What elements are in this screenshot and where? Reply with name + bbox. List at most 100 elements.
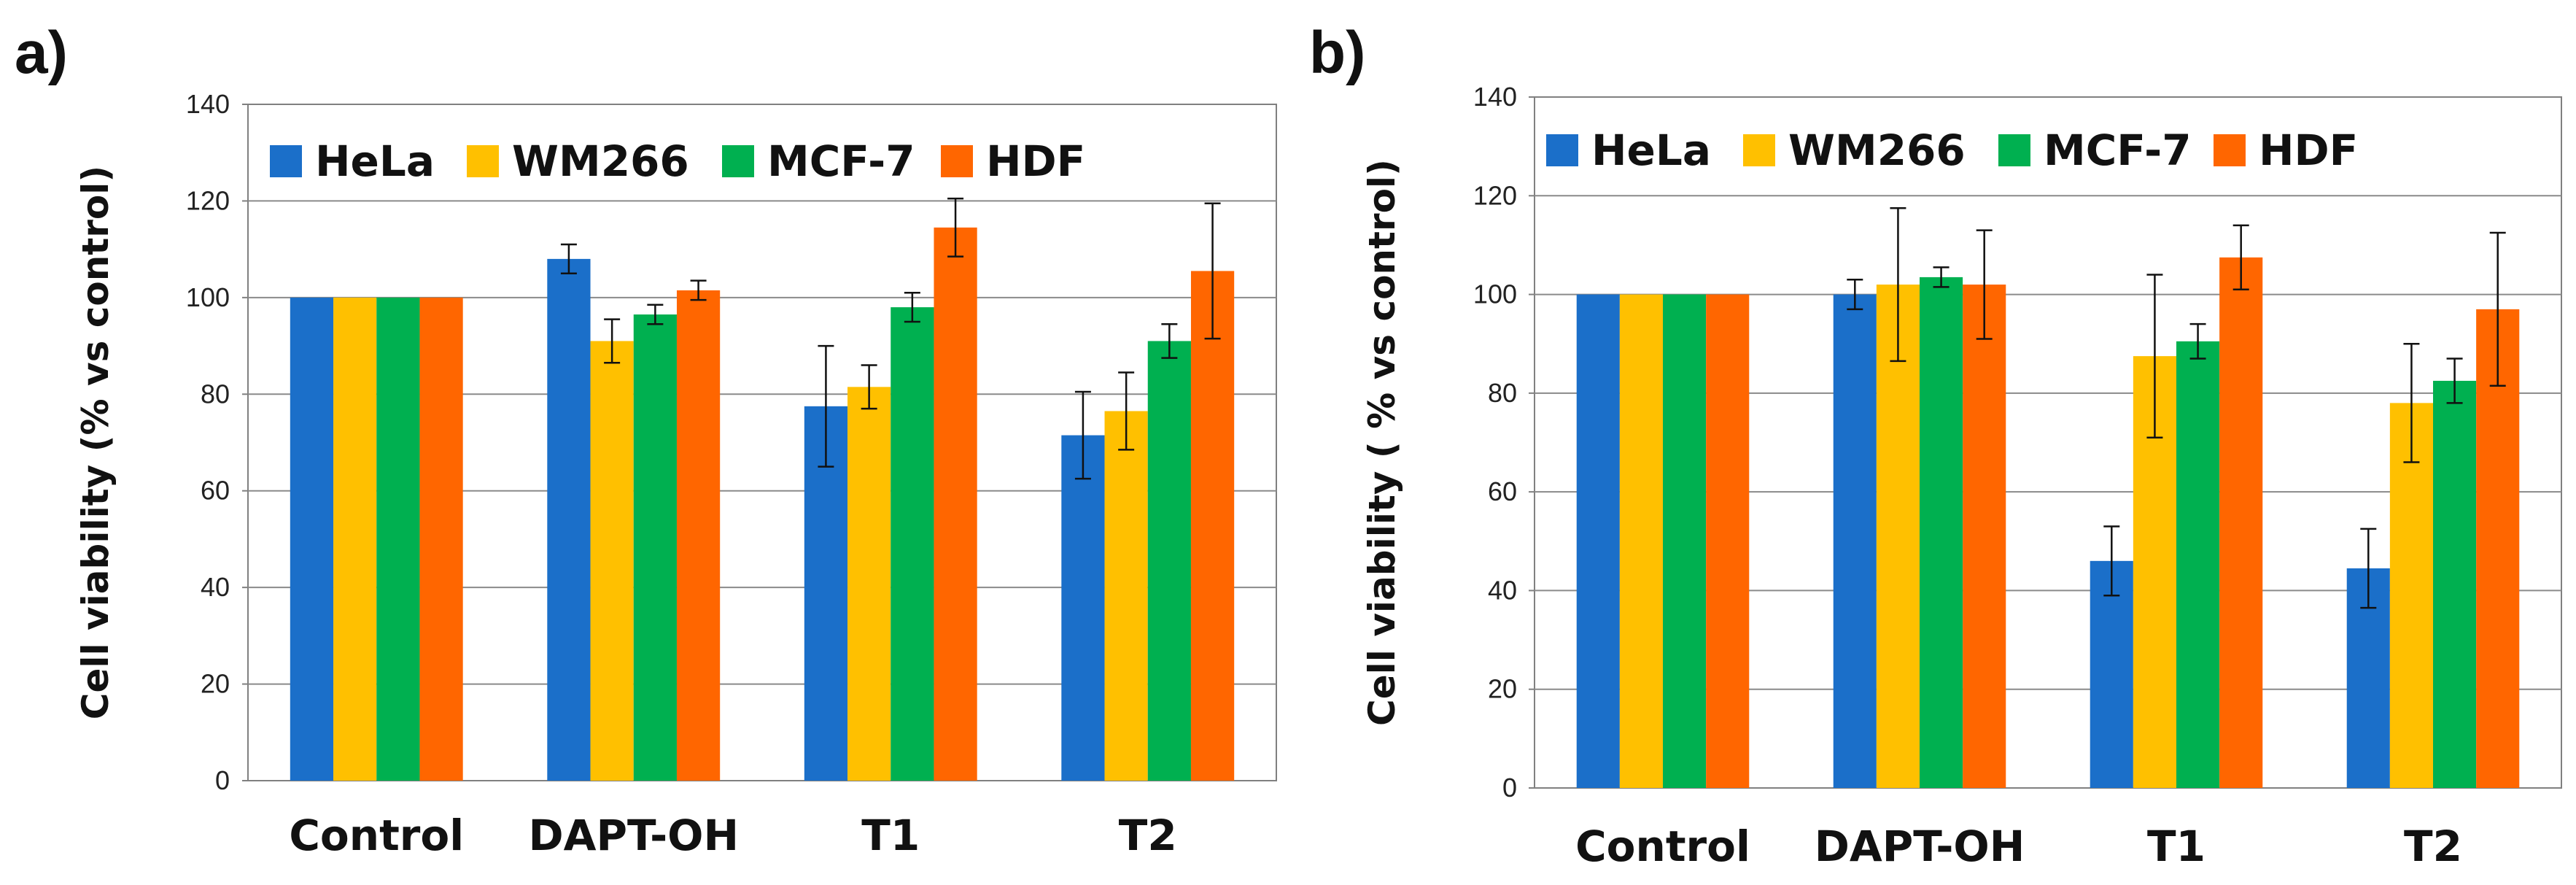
bar-hela-dapt-oh	[547, 258, 591, 781]
y-tick-label: 40	[1488, 575, 1517, 605]
legend-label: MCF-7	[2044, 125, 2192, 175]
legend-swatch	[467, 145, 499, 177]
error-bar	[2360, 527, 2377, 609]
legend-item-hdf: HDF	[941, 136, 1085, 186]
chart-panel-b: b) 0 20 40 60 80 100 120 140 Control DAPT-OH T1 T2 C…	[1309, 20, 2562, 871]
y-tick-label: 20	[201, 669, 230, 699]
legend-item-wm266: WM266	[467, 136, 689, 186]
y-axis-label: Cell viability (% vs control)	[74, 166, 117, 719]
error-bar	[861, 364, 877, 410]
legend-label: WM266	[512, 136, 689, 186]
error-bar	[690, 279, 707, 301]
legend-swatch	[2214, 134, 2246, 166]
error-bar	[1074, 390, 1091, 480]
error-bar	[1847, 279, 1863, 311]
error-bar	[2403, 342, 2420, 463]
error-bar	[2446, 358, 2463, 404]
bar-wm266-control	[1619, 294, 1663, 789]
legend-swatch	[1546, 134, 1578, 166]
x-category-label: T1	[861, 811, 920, 860]
bar-hela-t1	[804, 406, 848, 781]
error-bar	[818, 344, 834, 468]
y-tick-label: 100	[186, 282, 230, 312]
bar-wm266-dapt-oh	[1876, 285, 1920, 788]
error-bar	[1976, 229, 1993, 340]
panel-label-a: a)	[15, 20, 68, 86]
bar-wm266-t2	[1104, 411, 1148, 781]
legend-item-hela: HeLa	[1546, 125, 1711, 175]
bar-mcf-7-t1	[2176, 341, 2220, 788]
x-category-label: DAPT-OH	[1815, 822, 2025, 871]
legend-item-hdf: HDF	[2214, 125, 2358, 175]
x-category-label: DAPT-OH	[529, 811, 740, 860]
legend-label: HeLa	[315, 136, 435, 186]
panel-label-b: b)	[1309, 20, 1365, 86]
bar-mcf-7-dapt-oh	[1920, 277, 1963, 788]
x-category-label: Control	[1575, 822, 1750, 871]
legend-swatch	[1998, 134, 2030, 166]
legend-item-mcf-7: MCF-7	[722, 136, 915, 186]
bar-wm266-t2	[2389, 403, 2433, 788]
legend-item-mcf-7: MCF-7	[1998, 125, 2192, 175]
error-bar	[2103, 525, 2120, 597]
y-axis-label: Cell viability ( % vs control)	[1361, 159, 1403, 726]
y-tick-label: 60	[1488, 476, 1517, 506]
bar-hdf-dapt-oh	[1963, 285, 2006, 788]
x-category-label: T1	[2147, 822, 2205, 871]
error-bar	[560, 243, 577, 274]
legend-swatch	[270, 145, 302, 177]
y-tick-label: 80	[201, 379, 230, 409]
error-bar	[604, 318, 621, 364]
error-bar	[904, 291, 920, 323]
y-tick-label: 0	[1502, 773, 1517, 803]
legend-item-wm266: WM266	[1743, 125, 1966, 175]
bar-wm266-dapt-oh	[590, 341, 634, 781]
y-tick-label: 0	[215, 765, 230, 795]
bar-hdf-t2	[1190, 271, 1235, 781]
bar-hela-control	[1576, 294, 1620, 789]
error-bar	[1933, 266, 1950, 288]
bar-hela-control	[290, 297, 334, 781]
bar-hdf-t1	[934, 227, 977, 781]
bar-hdf-control	[419, 297, 463, 781]
bar-hdf-t2	[2476, 309, 2520, 789]
bar-hdf-dapt-oh	[676, 290, 721, 781]
legend-swatch	[722, 145, 754, 177]
bar-wm266-control	[333, 297, 377, 781]
bar-hela-t2	[1061, 435, 1105, 781]
legend-label: HeLa	[1591, 125, 1711, 175]
bar-mcf-7-t2	[2433, 380, 2477, 788]
x-category-label: T2	[1119, 811, 1177, 860]
bar-mcf-7-dapt-oh	[633, 314, 677, 781]
bar-wm266-t1	[847, 387, 891, 781]
bar-hdf-control	[1706, 294, 1750, 789]
y-tick-label: 140	[186, 89, 230, 119]
y-tick-label: 80	[1488, 378, 1517, 408]
legend-item-hela: HeLa	[270, 136, 435, 186]
legend-swatch	[1743, 134, 1775, 166]
legend-label: MCF-7	[767, 136, 915, 186]
y-tick-label: 100	[1473, 279, 1517, 309]
plot-area	[1534, 96, 2562, 789]
x-category-label: T2	[2404, 822, 2462, 871]
error-bar	[2146, 274, 2163, 438]
bar-hela-t1	[2090, 560, 2133, 788]
bar-hdf-t1	[2219, 257, 2263, 788]
bar-mcf-7-t2	[1147, 341, 1191, 781]
error-bar	[2489, 231, 2506, 387]
plot-area	[247, 104, 1277, 781]
legend-label: WM266	[1788, 125, 1966, 175]
error-bar	[947, 197, 964, 258]
error-bar	[647, 304, 664, 325]
error-bar	[1204, 202, 1221, 340]
y-tick-label: 40	[201, 572, 230, 602]
error-bar	[1161, 323, 1178, 359]
chart-panel-a: a) 0 20 40 60 80 100 120 140 Control DAPT-OH T1 T2 C…	[15, 20, 1277, 860]
error-bar	[1118, 371, 1135, 451]
bar-mcf-7-control	[1663, 294, 1707, 789]
error-bar	[2189, 322, 2206, 360]
y-tick-label: 120	[1473, 180, 1517, 210]
x-category-label: Control	[289, 811, 464, 860]
y-tick-label: 20	[1488, 674, 1517, 704]
